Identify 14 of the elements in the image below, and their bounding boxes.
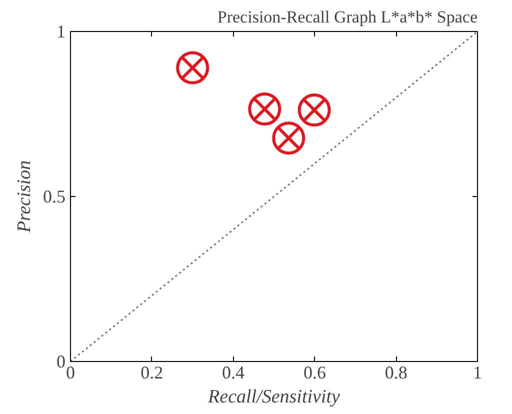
point — [298, 94, 331, 127]
point — [248, 92, 282, 126]
x-axis-title: Recall/Sensitivity — [207, 386, 341, 408]
x-tick-label: 1 — [473, 362, 482, 382]
y-tick-label: 1 — [56, 22, 66, 42]
y-axis-title: Precision — [14, 160, 35, 234]
chart-title: Precision-Recall Graph L*a*b* Space — [217, 8, 478, 26]
x-tick-label: 0.2 — [140, 362, 164, 382]
x-tick-label: 0.4 — [222, 362, 245, 382]
x-tick-label: 0.6 — [303, 362, 326, 382]
point — [272, 122, 306, 155]
point — [176, 51, 210, 84]
y-tick-label: 0.5 — [43, 186, 66, 206]
x-tick-label: 0.8 — [384, 362, 408, 382]
